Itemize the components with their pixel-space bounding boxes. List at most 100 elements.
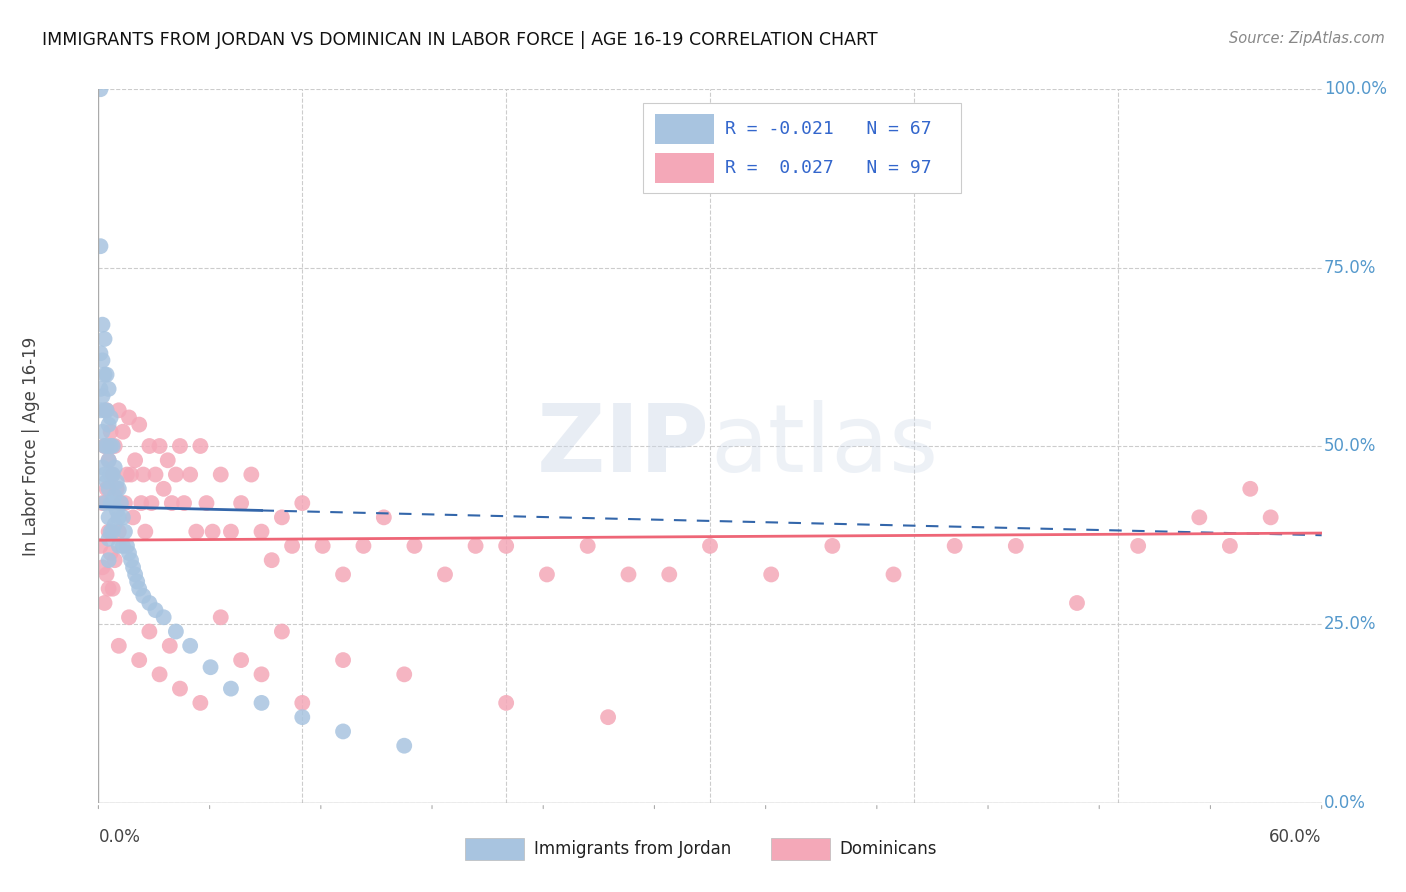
- Point: [101, 467, 124, 482]
- Point: [100, 467, 122, 482]
- Point: [96, 475, 118, 489]
- Point: [145, 603, 167, 617]
- FancyBboxPatch shape: [772, 838, 830, 860]
- Point: [124, 453, 146, 467]
- Text: R =  0.027   N = 97: R = 0.027 N = 97: [724, 159, 931, 177]
- Point: [141, 496, 163, 510]
- Point: [159, 639, 181, 653]
- Point: [89, 539, 111, 553]
- Point: [200, 660, 222, 674]
- Text: 0.0%: 0.0%: [98, 828, 141, 846]
- Text: Dominicans: Dominicans: [839, 840, 938, 858]
- Point: [1004, 539, 1026, 553]
- Point: [97, 524, 120, 539]
- Point: [91, 496, 114, 510]
- Point: [169, 439, 191, 453]
- Point: [97, 553, 120, 567]
- Point: [105, 482, 128, 496]
- Point: [108, 482, 131, 496]
- Point: [231, 496, 253, 510]
- Point: [96, 482, 118, 496]
- Point: [250, 696, 273, 710]
- Point: [219, 681, 242, 696]
- Point: [122, 560, 145, 574]
- Point: [270, 624, 294, 639]
- Point: [104, 460, 127, 475]
- Point: [96, 439, 118, 453]
- Point: [160, 496, 183, 510]
- Point: [101, 582, 124, 596]
- Text: 75.0%: 75.0%: [1324, 259, 1376, 277]
- Point: [658, 567, 681, 582]
- Point: [1066, 596, 1088, 610]
- Point: [128, 653, 150, 667]
- Point: [240, 467, 263, 482]
- Point: [392, 739, 416, 753]
- Point: [124, 567, 146, 582]
- Text: Immigrants from Jordan: Immigrants from Jordan: [534, 840, 731, 858]
- Point: [1188, 510, 1211, 524]
- Point: [495, 696, 517, 710]
- Point: [1260, 510, 1282, 524]
- Point: [761, 567, 783, 582]
- Point: [209, 610, 232, 624]
- Point: [111, 539, 134, 553]
- Point: [101, 467, 124, 482]
- Point: [104, 553, 127, 567]
- Point: [179, 639, 201, 653]
- Point: [93, 596, 115, 610]
- Point: [96, 403, 118, 417]
- FancyBboxPatch shape: [655, 153, 714, 183]
- Text: 60.0%: 60.0%: [1270, 828, 1322, 846]
- Point: [118, 410, 141, 425]
- Point: [332, 724, 354, 739]
- Point: [943, 539, 966, 553]
- Point: [179, 467, 201, 482]
- Point: [97, 382, 120, 396]
- Point: [1219, 539, 1241, 553]
- Point: [110, 496, 132, 510]
- Point: [120, 467, 142, 482]
- Point: [195, 496, 218, 510]
- Point: [100, 410, 122, 425]
- Point: [108, 510, 131, 524]
- Point: [97, 453, 120, 467]
- Point: [138, 439, 160, 453]
- Point: [169, 681, 191, 696]
- Point: [128, 582, 150, 596]
- Point: [188, 439, 212, 453]
- Point: [91, 389, 114, 403]
- Point: [291, 496, 314, 510]
- Point: [120, 553, 142, 567]
- Point: [165, 467, 187, 482]
- Point: [101, 496, 124, 510]
- Point: [209, 467, 232, 482]
- Point: [138, 596, 160, 610]
- Text: IMMIGRANTS FROM JORDAN VS DOMINICAN IN LABOR FORCE | AGE 16-19 CORRELATION CHART: IMMIGRANTS FROM JORDAN VS DOMINICAN IN L…: [42, 31, 877, 49]
- Point: [434, 567, 457, 582]
- Text: R = -0.021   N = 67: R = -0.021 N = 67: [724, 120, 931, 138]
- Point: [291, 696, 314, 710]
- Point: [186, 524, 208, 539]
- Point: [132, 467, 155, 482]
- Point: [91, 560, 114, 574]
- Text: 25.0%: 25.0%: [1324, 615, 1376, 633]
- Point: [231, 653, 253, 667]
- Text: 0.0%: 0.0%: [1324, 794, 1367, 812]
- Point: [250, 524, 273, 539]
- Point: [93, 439, 115, 453]
- Point: [111, 425, 134, 439]
- Point: [165, 624, 187, 639]
- Point: [93, 439, 115, 453]
- Point: [96, 403, 118, 417]
- Point: [104, 439, 127, 453]
- Point: [110, 496, 132, 510]
- Point: [104, 517, 127, 532]
- Point: [132, 589, 155, 603]
- Point: [1239, 482, 1261, 496]
- Point: [101, 524, 124, 539]
- Point: [127, 574, 149, 589]
- Point: [576, 539, 599, 553]
- Point: [821, 539, 844, 553]
- Point: [91, 460, 114, 475]
